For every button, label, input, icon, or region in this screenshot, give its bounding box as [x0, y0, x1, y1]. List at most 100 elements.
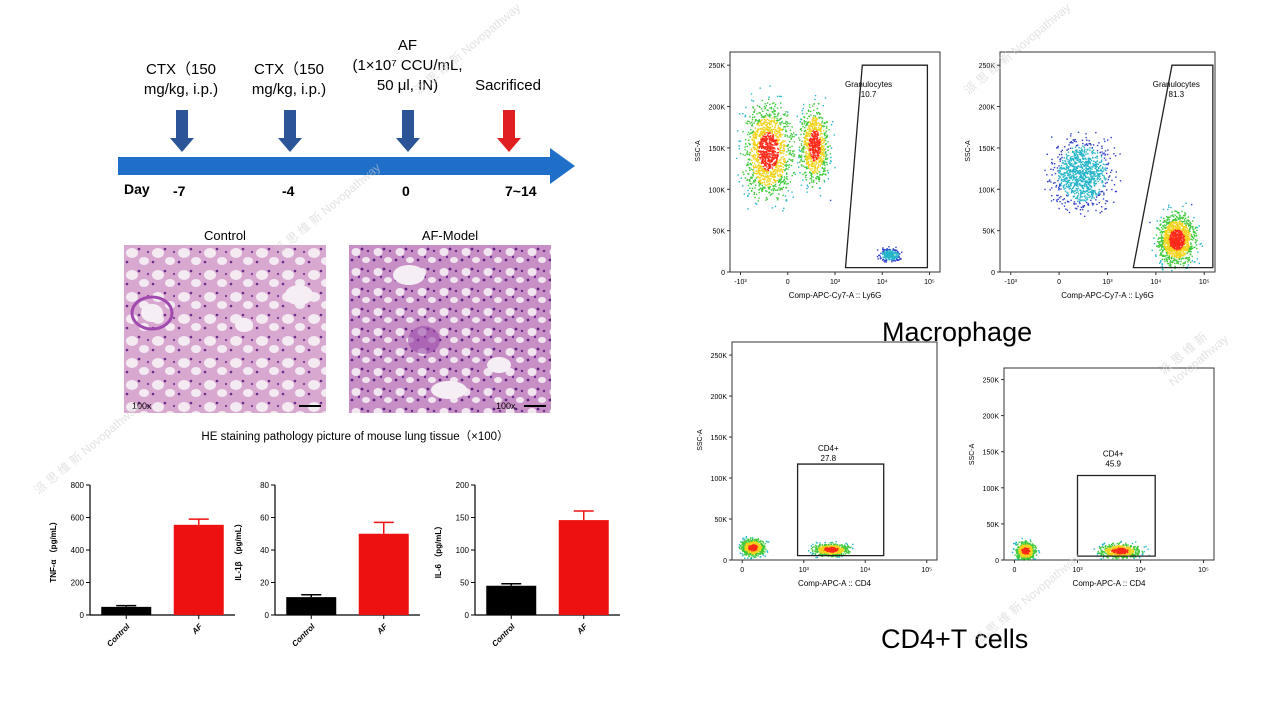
plot-frame: [729, 51, 941, 273]
y-tick-label: 100: [456, 546, 470, 555]
x-tick-label-control: Control: [490, 622, 517, 649]
x-tick-label: 0: [1013, 567, 1017, 574]
y-axis-label: SSC-A: [697, 429, 704, 451]
event-3-arrow: [396, 110, 420, 152]
gate-name: Granulocytes: [845, 80, 892, 89]
gate-polygon: [796, 463, 885, 557]
y-tick-label: 200K: [711, 394, 728, 401]
bar-af: [558, 520, 609, 615]
x-tick-label: 10⁵: [924, 279, 935, 286]
x-tick-label: 10⁴: [860, 567, 871, 574]
y-tick-label: 0: [465, 611, 470, 620]
bar-control: [286, 597, 337, 615]
x-tick-label: 10⁴: [877, 279, 888, 286]
histology-image-model: [349, 245, 551, 413]
event-3-day: 0: [402, 183, 410, 199]
x-tick-label-control: Control: [105, 622, 132, 649]
histology-image-control: [124, 245, 326, 413]
event-4-label: Sacrificed: [475, 77, 541, 94]
x-tick-label: 0: [1057, 279, 1061, 286]
y-tick-label: 0: [723, 558, 727, 565]
bar-control: [486, 585, 537, 615]
x-tick-label: -10³: [1005, 279, 1018, 286]
dot-cloud: [738, 535, 854, 560]
y-tick-label: 250K: [711, 353, 728, 360]
macrophage-title: Macrophage: [882, 317, 1033, 347]
gate-value: 27.8: [821, 454, 837, 463]
y-tick-label: 250K: [983, 378, 1000, 385]
histology-mag-control: 100x: [132, 401, 152, 411]
y-tick-label: 200: [71, 579, 85, 588]
y-tick-label: 100K: [983, 486, 1000, 493]
dot-cloud: [1011, 537, 1150, 561]
y-tick-label: 250K: [979, 63, 996, 70]
y-tick-label: 40: [260, 546, 269, 555]
plot-frame: [1003, 367, 1215, 561]
gate-value: 10.7: [861, 90, 877, 99]
histology-caption: HE staining pathology picture of mouse l…: [201, 431, 509, 443]
y-tick-label: 150: [456, 514, 470, 523]
timeline-arrow: [118, 148, 575, 184]
y-tick-label: 250K: [709, 63, 726, 70]
x-tick-label-af: AF: [575, 621, 590, 636]
y-tick-label: 400: [71, 546, 85, 555]
x-axis-label: Comp-APC-Cy7-A :: Ly6G: [1061, 291, 1154, 300]
plot-frame: [731, 341, 938, 561]
x-axis-label: Comp-APC-A :: CD4: [798, 579, 871, 588]
x-tick-label: 10⁵: [921, 567, 932, 574]
event-4-day: 7~14: [505, 183, 537, 199]
bar-af: [358, 533, 409, 615]
y-tick-label: 200K: [983, 414, 1000, 421]
x-tick-label: 0: [786, 279, 790, 286]
bar-chart-3: 0 50 100 150 200 IL-6 （pg/mL） Control AF: [433, 481, 620, 649]
y-tick-label: 0: [995, 558, 999, 565]
x-tick-label: 10³: [1072, 567, 1083, 574]
y-tick-label: 150K: [983, 450, 1000, 457]
dot-cloud: [736, 85, 903, 263]
x-tick-label: -10³: [734, 279, 747, 286]
x-axis-label: Comp-APC-A :: CD4: [1073, 579, 1146, 588]
x-tick-label: 10³: [830, 279, 841, 286]
gate-value: 45.9: [1105, 459, 1121, 468]
y-tick-label: 50: [460, 579, 469, 588]
y-axis-label: IL-1β （pg/mL）: [233, 519, 243, 580]
y-tick-label: 150K: [711, 435, 728, 442]
y-tick-label: 60: [260, 514, 269, 523]
y-tick-label: 150K: [709, 146, 726, 153]
y-tick-label: 150K: [979, 146, 996, 153]
x-tick-label: 10⁴: [1150, 279, 1161, 286]
x-tick-label-control: Control: [290, 622, 317, 649]
bar-af: [173, 524, 224, 615]
y-axis-label: SSC-A: [965, 140, 972, 162]
histology-mag-model: 100x: [496, 401, 516, 411]
event-4-arrow: [497, 110, 521, 152]
y-axis-label: TNF-α （pg/mL）: [48, 517, 58, 582]
event-1-day: -7: [173, 183, 186, 199]
x-tick-label: 10³: [1102, 279, 1113, 286]
x-tick-label: 0: [740, 567, 744, 574]
x-tick-label: 10⁵: [1199, 279, 1210, 286]
bar-control: [101, 606, 152, 615]
event-2-arrow: [278, 110, 302, 152]
event-2-label: CTX（150 mg/kg, i.p.): [251, 61, 327, 98]
gate-name: Granulocytes: [1153, 80, 1200, 89]
y-tick-label: 0: [721, 270, 725, 277]
x-tick-label: 10³: [799, 567, 810, 574]
flow-cytometry-plots: Granulocytes10.7050K100K150K200K250K-10³…: [695, 51, 1216, 588]
y-axis-label: IL-6 （pg/mL）: [433, 522, 443, 578]
dot-cloud: [1044, 131, 1204, 272]
x-tick-label-af: AF: [190, 621, 205, 636]
x-axis-label: Comp-APC-Cy7-A :: Ly6G: [789, 291, 882, 300]
y-tick-label: 0: [991, 270, 995, 277]
y-tick-label: 50K: [983, 229, 996, 236]
event-1-arrow: [170, 110, 194, 152]
gate-name: CD4+: [1103, 449, 1124, 458]
histology-title-model: AF-Model: [421, 228, 479, 243]
y-tick-label: 50K: [715, 517, 728, 524]
y-tick-label: 600: [71, 514, 85, 523]
y-tick-label: 100K: [979, 187, 996, 194]
flow-plot-4: CD4+45.9 0 50K 100K 150K 200K 250K 0 10³ 10⁴ 10⁵ Co…: [969, 367, 1215, 588]
y-tick-label: 200: [456, 481, 470, 490]
